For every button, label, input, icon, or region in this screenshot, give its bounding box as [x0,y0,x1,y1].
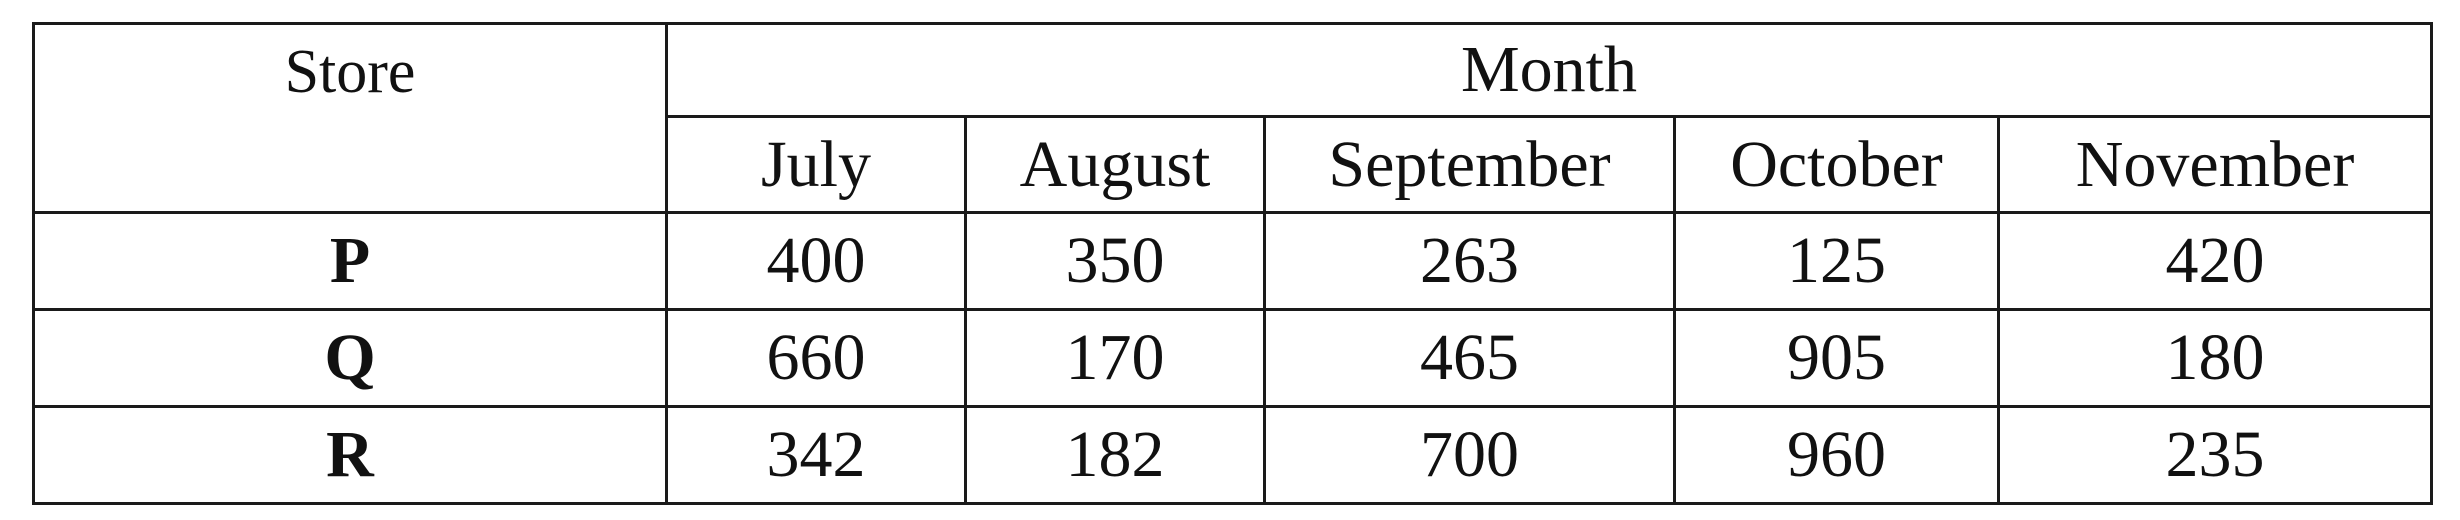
table-row: Q 660 170 465 905 180 [32,308,2434,408]
header-row-months: July August September October November [34,115,2434,214]
sales-table: Store Month July August September Octobe… [32,22,2434,505]
table-cell: 263 [1263,211,1676,311]
table-cell: 960 [1673,405,2000,505]
table-cell: 125 [1673,211,2000,311]
store-label-q: Q [32,308,668,408]
table-cell: 905 [1673,308,2000,408]
month-header-august: August [964,115,1266,214]
month-header-september: September [1263,115,1676,214]
header-row-top: Store Month [32,22,2434,214]
month-header-july: July [665,115,967,214]
store-column-header: Store [32,22,668,214]
table-row: P 400 350 263 125 420 [32,211,2434,311]
store-label-p: P [32,211,668,311]
table-cell: 182 [964,405,1266,505]
month-group-header: Month [664,22,2434,118]
table-cell: 170 [964,308,1266,408]
table-cell: 180 [1996,308,2434,408]
table-cell: 420 [1996,211,2434,311]
table-cell: 342 [665,405,967,505]
table-cell: 350 [964,211,1266,311]
table-cell: 465 [1263,308,1676,408]
table-row: R 342 182 700 960 235 [32,405,2434,505]
month-header-october: October [1673,115,2000,214]
table-cell: 400 [665,211,967,311]
month-header-november: November [1996,115,2434,214]
table-cell: 700 [1263,405,1676,505]
sales-table-container: Store Month July August September Octobe… [32,22,2434,505]
table-cell: 660 [665,308,967,408]
table-cell: 235 [1996,405,2434,505]
store-label-r: R [32,405,668,505]
